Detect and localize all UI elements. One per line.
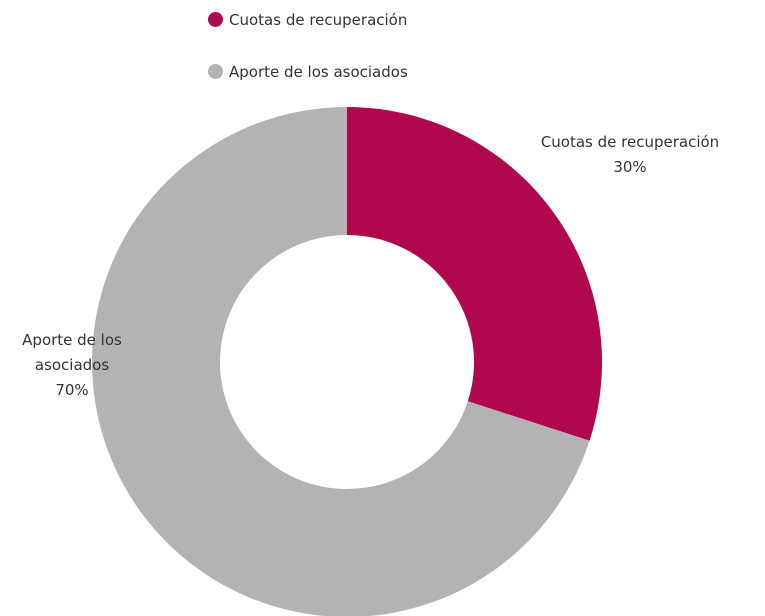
- donut-slice: [92, 107, 590, 616]
- legend-swatch: [208, 12, 223, 27]
- legend-label: Aporte de los asociados: [229, 63, 408, 81]
- legend-item: Aporte de los asociados: [208, 62, 408, 82]
- data-label: Cuotas de recuperación 30%: [510, 130, 750, 180]
- data-label-value: 70%: [55, 381, 89, 399]
- data-label-value: 30%: [613, 158, 647, 176]
- legend-swatch: [208, 64, 223, 79]
- donut-slice: [347, 107, 602, 441]
- legend-item: Cuotas de recuperación: [208, 10, 407, 30]
- data-label-name: Aporte de los asociados: [22, 331, 122, 374]
- legend-label: Cuotas de recuperación: [229, 11, 408, 29]
- data-label-name: Cuotas de recuperación: [540, 133, 720, 151]
- data-label: Aporte de los asociados 70%: [7, 328, 137, 403]
